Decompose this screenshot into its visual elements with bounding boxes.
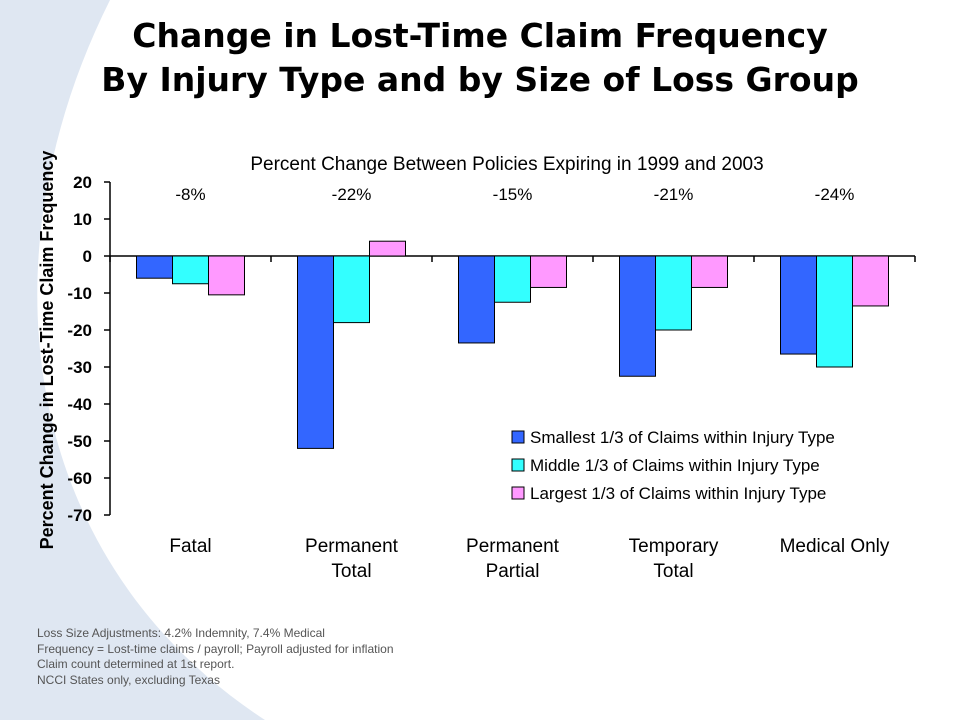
- bar: [297, 255, 334, 449]
- group-total-label: -21%: [654, 185, 694, 204]
- y-tick-label: -60: [67, 469, 92, 488]
- category-label: Permanent: [466, 536, 560, 557]
- y-tick-label: -40: [67, 395, 92, 414]
- footnotes: Loss Size Adjustments: 4.2% Indemnity, 7…: [37, 626, 394, 688]
- legend-swatch: [511, 486, 525, 500]
- bar: [333, 255, 370, 324]
- category-label: Temporary: [629, 536, 719, 557]
- bar: [530, 255, 567, 288]
- bar: [691, 255, 728, 288]
- y-tick-label: -70: [67, 506, 92, 525]
- bar: [619, 255, 656, 377]
- legend-label: Middle 1/3 of Claims within Injury Type: [530, 456, 820, 475]
- group-total-label: -24%: [815, 185, 855, 204]
- legend-label: Largest 1/3 of Claims within Injury Type: [530, 484, 826, 503]
- legend-swatch: [511, 430, 525, 444]
- y-axis-label: Percent Change in Lost-Time Claim Freque…: [37, 151, 57, 550]
- slide-title: Change in Lost-Time Claim Frequency By I…: [0, 14, 960, 102]
- legend-label: Smallest 1/3 of Claims within Injury Typ…: [530, 428, 835, 447]
- category-label: Fatal: [169, 536, 211, 557]
- y-tick-label: -20: [67, 321, 92, 340]
- y-tick-label: 20: [73, 173, 92, 192]
- footnote-line: NCCI States only, excluding Texas: [37, 672, 220, 687]
- bar: [852, 255, 889, 307]
- category-label: Permanent: [305, 536, 399, 557]
- chart-title: Percent Change Between Policies Expiring…: [250, 154, 763, 175]
- bar: [655, 255, 692, 331]
- category-label: Partial: [486, 561, 540, 582]
- bar: [816, 255, 853, 368]
- y-tick-label: -50: [67, 432, 92, 451]
- bar: [780, 255, 817, 355]
- footnote-line: Loss Size Adjustments: 4.2% Indemnity, 7…: [37, 626, 325, 640]
- bar: [494, 255, 531, 303]
- footnote-line: Frequency = Lost-time claims / payroll; …: [37, 641, 394, 656]
- y-tick-label: -30: [67, 358, 92, 377]
- category-label: Medical Only: [780, 536, 890, 557]
- group-total-label: -15%: [493, 185, 533, 204]
- category-label: Total: [653, 561, 693, 582]
- legend-swatch: [511, 458, 525, 472]
- slide-title-line-2: By Injury Type and by Size of Loss Group: [101, 60, 859, 99]
- bar: [369, 240, 406, 257]
- bar: [458, 255, 495, 344]
- group-total-label: -22%: [332, 185, 372, 204]
- y-tick-label: -10: [67, 284, 92, 303]
- footnote-line: Claim count determined at 1st report.: [37, 657, 235, 671]
- y-tick-label: 10: [73, 210, 92, 229]
- category-label: Total: [331, 561, 371, 582]
- bar: [208, 255, 245, 296]
- y-tick-label: 0: [83, 247, 92, 266]
- group-total-label: -8%: [175, 185, 205, 204]
- bar: [172, 255, 209, 285]
- slide-title-line-1: Change in Lost-Time Claim Frequency: [132, 16, 828, 55]
- bar: [136, 255, 173, 279]
